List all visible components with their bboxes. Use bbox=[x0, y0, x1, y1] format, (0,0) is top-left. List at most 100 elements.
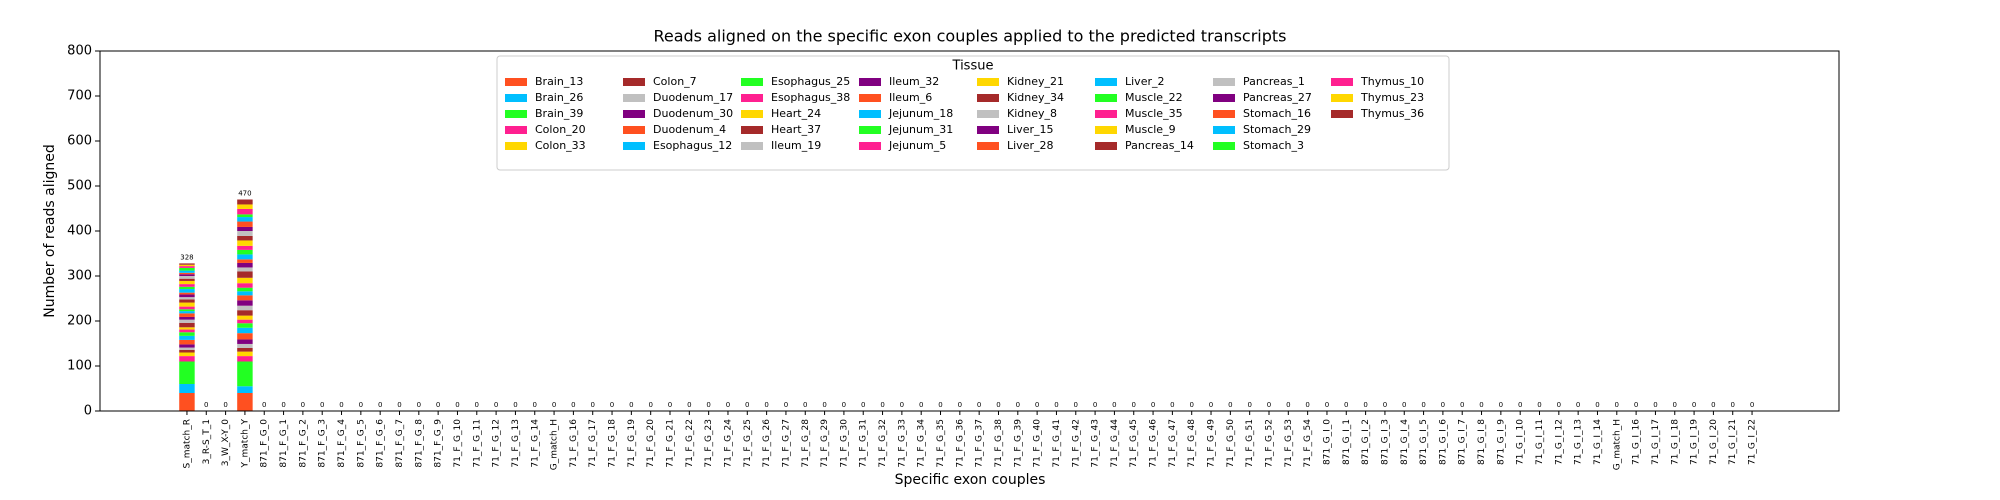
x-tick-label: 71_F_G_12 bbox=[492, 419, 502, 468]
x-tick-label: 71_F_G_22 bbox=[685, 419, 695, 468]
legend-label: Liver_28 bbox=[1007, 139, 1053, 152]
total-label: 0 bbox=[552, 401, 556, 409]
bar-segment bbox=[179, 349, 195, 353]
total-label: 0 bbox=[1267, 401, 1271, 409]
total-label: 0 bbox=[1151, 401, 1155, 409]
legend-label: Thymus_36 bbox=[1360, 107, 1424, 120]
bar-segment bbox=[179, 289, 195, 293]
x-tick-label: 71_F_G_47 bbox=[1168, 419, 1178, 468]
total-label: 0 bbox=[1730, 401, 1734, 409]
legend-swatch bbox=[505, 110, 527, 118]
y-tick-label: 100 bbox=[67, 359, 92, 374]
total-label: 0 bbox=[764, 401, 768, 409]
legend-swatch bbox=[1213, 142, 1235, 150]
legend-swatch bbox=[859, 110, 881, 118]
total-label: 0 bbox=[204, 401, 208, 409]
legend-swatch bbox=[859, 78, 881, 86]
legend-label: Colon_33 bbox=[535, 139, 586, 152]
total-label: 0 bbox=[1189, 401, 1193, 409]
legend-swatch bbox=[1213, 126, 1235, 134]
legend-label: Heart_37 bbox=[771, 123, 821, 136]
x-tick-label: 871_F_G_3 bbox=[318, 419, 328, 468]
x-tick-label: 71_G_I_21 bbox=[1728, 419, 1738, 465]
legend-swatch bbox=[741, 126, 763, 134]
legend-swatch bbox=[1095, 110, 1117, 118]
total-label: 0 bbox=[1035, 401, 1039, 409]
x-tick-label: 71_F_G_51 bbox=[1245, 419, 1255, 468]
x-tick-label: 71_F_G_35 bbox=[936, 419, 946, 468]
x-tick-label: 71_F_G_13 bbox=[511, 419, 521, 468]
bar-segment bbox=[179, 272, 195, 275]
bar-segment bbox=[179, 274, 195, 276]
total-label: 0 bbox=[455, 401, 459, 409]
bar-segment bbox=[179, 335, 195, 340]
legend-label: Stomach_3 bbox=[1243, 139, 1304, 152]
x-tick-label: S_match_R bbox=[182, 419, 192, 468]
bar-segment bbox=[237, 262, 253, 268]
bar-segment bbox=[179, 327, 195, 330]
x-tick-label: 71_F_G_36 bbox=[955, 419, 965, 468]
bar-segment bbox=[179, 294, 195, 298]
bar-segment bbox=[237, 295, 253, 301]
legend-swatch bbox=[1213, 78, 1235, 86]
legend-label: Brain_39 bbox=[535, 107, 583, 120]
legend-title: Tissue bbox=[952, 59, 994, 74]
bar-segment bbox=[237, 315, 253, 320]
total-label: 0 bbox=[706, 401, 710, 409]
total-label: 0 bbox=[281, 401, 285, 409]
y-tick-label: 500 bbox=[67, 179, 92, 194]
total-label: 0 bbox=[1363, 401, 1367, 409]
legend-swatch bbox=[505, 78, 527, 86]
legend-swatch bbox=[1331, 110, 1353, 118]
total-label: 470 bbox=[238, 190, 251, 198]
legend-label: Duodenum_30 bbox=[653, 107, 733, 120]
legend-swatch bbox=[1095, 94, 1117, 102]
x-tick-label: 71_G_I_14 bbox=[1593, 419, 1603, 465]
x-tick-label: 871_G_I_6 bbox=[1438, 419, 1448, 465]
total-label: 0 bbox=[475, 401, 479, 409]
x-tick-label: 71_F_G_37 bbox=[975, 419, 985, 468]
bar-segment bbox=[237, 199, 253, 205]
total-label: 0 bbox=[1711, 401, 1715, 409]
total-label: 0 bbox=[1692, 401, 1696, 409]
y-tick-label: 400 bbox=[67, 224, 92, 239]
total-label: 0 bbox=[397, 401, 401, 409]
bar-segment bbox=[237, 226, 253, 231]
legend-swatch bbox=[1095, 78, 1117, 86]
x-tick-label: 71_F_G_34 bbox=[917, 419, 927, 468]
legend-label: Duodenum_4 bbox=[653, 123, 726, 136]
bar-segment bbox=[179, 264, 195, 267]
bar-segment bbox=[237, 245, 253, 250]
bar-segment bbox=[237, 393, 253, 411]
bar-segment bbox=[237, 386, 253, 393]
bar-segment bbox=[237, 221, 253, 227]
total-label: 0 bbox=[1093, 401, 1097, 409]
bar-segment bbox=[237, 310, 253, 316]
legend-label: Muscle_22 bbox=[1125, 91, 1183, 104]
bar-segment bbox=[179, 347, 195, 350]
bar-segment bbox=[179, 361, 195, 384]
x-tick-label: 71_F_G_19 bbox=[627, 419, 637, 468]
total-label: 0 bbox=[1460, 401, 1464, 409]
total-label: 0 bbox=[726, 401, 730, 409]
bar-segment bbox=[179, 332, 195, 336]
bar-segment bbox=[237, 217, 253, 222]
legend-label: Kidney_8 bbox=[1007, 107, 1057, 120]
x-tick-label: 71_F_G_52 bbox=[1264, 419, 1274, 468]
total-label: 0 bbox=[977, 401, 981, 409]
x-tick-label: 71_F_G_18 bbox=[608, 419, 618, 468]
legend-label: Esophagus_12 bbox=[653, 139, 732, 152]
bar-segment bbox=[237, 277, 253, 284]
x-tick-label: 71_G_I_10 bbox=[1516, 419, 1526, 465]
legend-swatch bbox=[1331, 94, 1353, 102]
bar-segment bbox=[237, 283, 253, 288]
x-tick-label: 71_F_G_32 bbox=[878, 419, 888, 468]
total-label: 0 bbox=[629, 401, 633, 409]
legend-label: Muscle_9 bbox=[1125, 123, 1176, 136]
total-label: 0 bbox=[1402, 401, 1406, 409]
bar-segment bbox=[179, 270, 195, 273]
total-label: 0 bbox=[958, 401, 962, 409]
total-label: 0 bbox=[1054, 401, 1058, 409]
x-tick-label: Y_match_Y bbox=[240, 419, 250, 469]
bar-segment bbox=[237, 235, 253, 241]
